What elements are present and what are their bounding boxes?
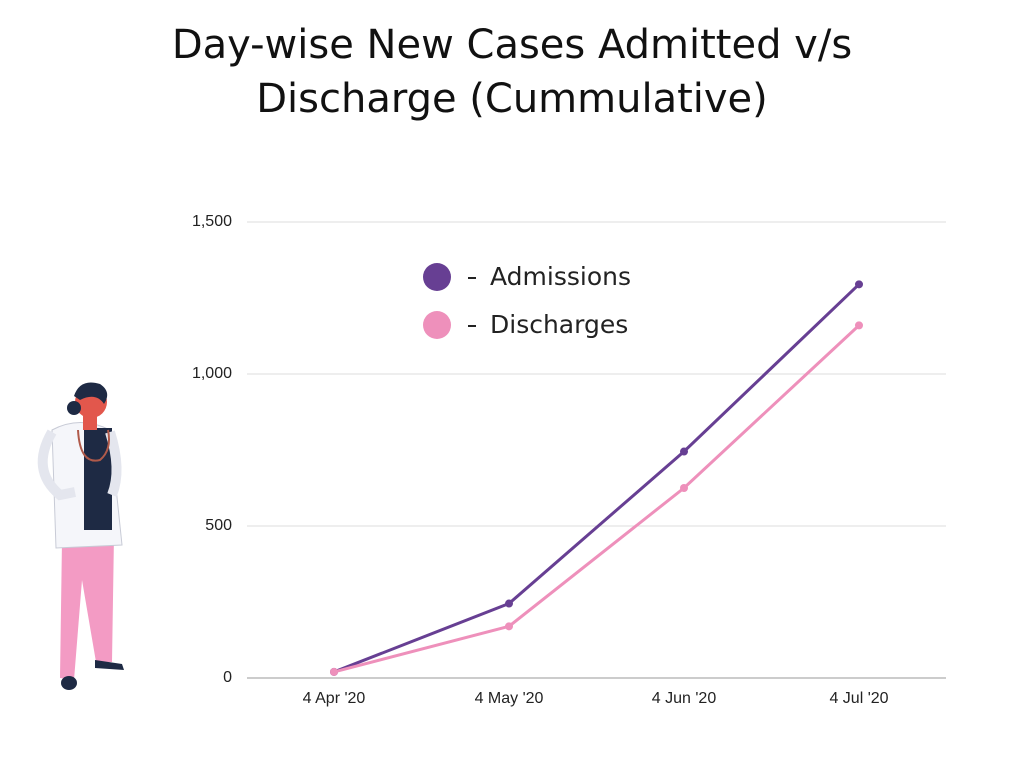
legend-marker <box>423 311 451 339</box>
data-point <box>330 667 338 676</box>
x-tick-label: 4 Jul '20 <box>829 690 888 707</box>
legend-marker <box>423 263 451 291</box>
data-point <box>680 484 688 492</box>
doctor-illustration <box>37 382 124 690</box>
data-point <box>680 447 688 456</box>
x-tick-label: 4 Apr '20 <box>303 690 366 707</box>
series-line <box>333 283 861 674</box>
x-tick-label: 4 Jun '20 <box>652 690 717 707</box>
data-point <box>855 321 863 330</box>
legend-label: Discharges <box>490 310 628 339</box>
chart-title: Day-wise New Cases Admitted v/s Discharg… <box>171 22 853 122</box>
y-tick-label: 0 <box>223 669 232 686</box>
legend-label: Admissions <box>490 262 631 291</box>
series-line <box>333 324 861 674</box>
data-point <box>505 622 513 631</box>
y-tick-label: 1,000 <box>192 365 232 382</box>
x-tick-label: 4 May '20 <box>475 690 544 707</box>
y-tick-label: 500 <box>205 517 232 534</box>
data-point <box>855 280 863 289</box>
y-tick-label: 1,500 <box>192 213 232 230</box>
data-point <box>505 599 513 608</box>
